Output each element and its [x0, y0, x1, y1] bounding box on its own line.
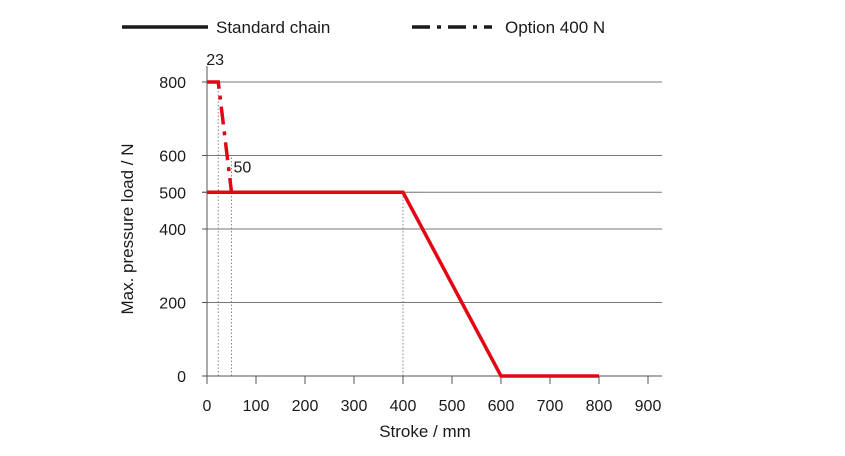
- x-tick-label-100: 100: [243, 398, 270, 415]
- y-tick-label-400: 400: [159, 222, 186, 239]
- y-tick-label-800: 800: [159, 75, 186, 92]
- x-tick-label-400: 400: [390, 398, 417, 415]
- annotations: 23 50: [206, 52, 251, 176]
- x-tick-label-800: 800: [586, 398, 613, 415]
- legend-label-option-400n: Option 400 N: [505, 18, 605, 37]
- x-axis-title: Stroke / mm: [379, 422, 471, 441]
- x-tick-label-0: 0: [203, 398, 212, 415]
- y-tick-label-500: 500: [159, 185, 186, 202]
- series-line-standard-chain: [207, 190, 599, 378]
- annotation-23: 23: [206, 52, 224, 69]
- y-tick-label-600: 600: [159, 149, 186, 166]
- x-tick-label-300: 300: [341, 398, 368, 415]
- x-tick-label-900: 900: [635, 398, 662, 415]
- y-tick-label-200: 200: [159, 296, 186, 313]
- legend-label-standard-chain: Standard chain: [216, 18, 330, 37]
- series-line-option-400n: [207, 80, 234, 193]
- gridlines: [202, 81, 662, 303]
- x-tick-label-500: 500: [439, 398, 466, 415]
- y-tick-labels: 0 200 400 500 600 800: [159, 75, 186, 386]
- axes: [202, 66, 662, 384]
- legend: Standard chain Option 400 N: [122, 18, 605, 37]
- series-lines: [207, 80, 599, 378]
- x-tick-label-700: 700: [537, 398, 564, 415]
- y-tick-label-0: 0: [177, 369, 186, 386]
- x-tick-label-600: 600: [488, 398, 515, 415]
- x-tick-label-200: 200: [292, 398, 319, 415]
- annotation-50: 50: [234, 159, 252, 176]
- x-tick-labels: 0 100 200 300 400 500 600 700 800 900: [203, 398, 662, 415]
- reference-lines: [217, 82, 421, 376]
- y-axis-title: Max. pressure load / N: [118, 143, 137, 314]
